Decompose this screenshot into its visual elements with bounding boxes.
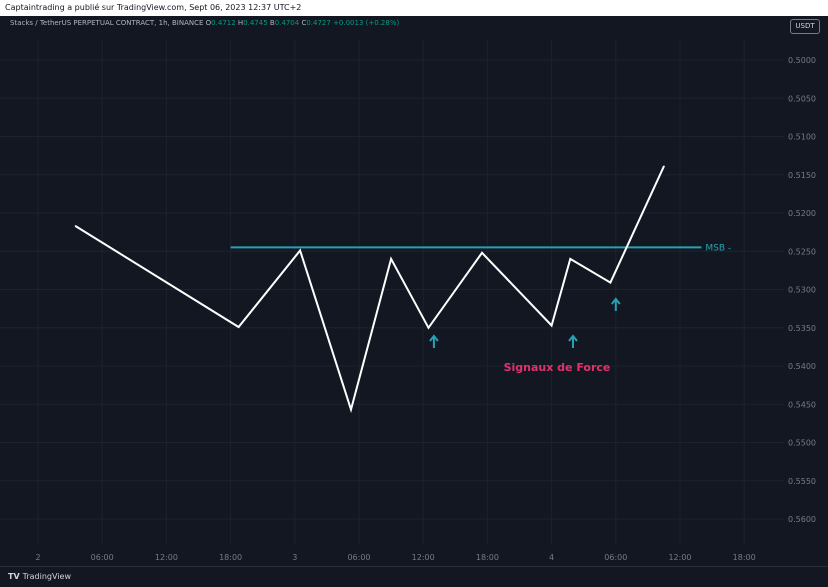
y-tick-label: 0.5400 <box>788 362 816 371</box>
y-tick-label: 0.5150 <box>788 171 816 180</box>
price-point <box>609 281 612 284</box>
up-arrow-icon <box>611 297 621 311</box>
publisher-header: Captaintrading a publié sur TradingView.… <box>0 0 828 16</box>
publisher-text: Captaintrading a publié sur TradingView.… <box>5 3 302 12</box>
y-tick-label: 0.5600 <box>788 515 816 524</box>
up-arrow-icon <box>568 334 578 348</box>
x-tick-label: 18:00 <box>733 553 756 562</box>
price-chart[interactable]: 0.5000 0.5050 0.5100 0.5150 0.5200 0.5250 0.53… <box>0 0 828 566</box>
arrow-head <box>429 334 439 342</box>
axis-layer: 0.5000 0.5050 0.5100 0.5150 0.5200 0.5250 0.53… <box>35 56 816 562</box>
x-tick-label: 06:00 <box>91 553 114 562</box>
x-tick-label: 3 <box>292 553 297 562</box>
close-value: 0.4727 <box>306 19 331 27</box>
open-label: O <box>205 19 212 27</box>
arrow-head <box>611 297 621 305</box>
close-label: C <box>301 19 307 27</box>
price-point <box>663 165 665 168</box>
tradingview-logo[interactable]: 𝗧𝗩 TradingView <box>8 572 71 581</box>
y-tick-label: 0.5100 <box>788 133 816 142</box>
x-tick-label: 18:00 <box>219 553 242 562</box>
y-tick-label: 0.5050 <box>788 94 816 103</box>
symbol-info: Stacks / TetherUS PERPETUAL CONTRACT, 1h… <box>10 19 399 27</box>
x-tick-label: 2 <box>35 553 40 562</box>
price-point <box>481 251 483 254</box>
price-point <box>237 326 240 328</box>
x-tick-label: 4 <box>549 553 554 562</box>
currency-badge[interactable]: USDT <box>790 19 820 34</box>
annotation-label: Signaux de Force <box>504 361 611 374</box>
price-point <box>569 258 572 260</box>
low-value: 0.4704 <box>274 19 300 27</box>
x-tick-label: 18:00 <box>476 553 499 562</box>
price-point <box>350 408 352 411</box>
arrow-head <box>568 334 578 342</box>
x-tick-label: 06:00 <box>604 553 627 562</box>
y-tick-label: 0.5200 <box>788 209 816 218</box>
price-point <box>74 225 77 227</box>
brand-label: TradingView <box>22 572 71 581</box>
x-tick-label: 12:00 <box>668 553 691 562</box>
series-layer <box>74 165 665 414</box>
high-value: 0.4745 <box>243 19 268 27</box>
y-tick-label: 0.5250 <box>788 247 816 256</box>
low-label: B <box>269 19 275 27</box>
y-tick-label: 0.5500 <box>788 439 816 448</box>
price-point <box>550 324 553 327</box>
msb-layer: MSB - <box>230 243 731 253</box>
x-tick-label: 12:00 <box>412 553 435 562</box>
up-arrow-icon <box>429 334 439 348</box>
y-tick-label: 0.5550 <box>788 477 816 486</box>
grid-layer <box>0 40 784 545</box>
x-tick-label: 12:00 <box>155 553 178 562</box>
y-tick-label: 0.5450 <box>788 400 816 409</box>
footer-bar: 𝗧𝗩 TradingView <box>0 566 828 587</box>
high-label: H <box>237 19 244 27</box>
marker-layer: Signaux de Force <box>429 297 621 374</box>
msb-label: MSB - <box>705 243 731 253</box>
change-value: +0.0013 (+0.28%) <box>333 19 400 27</box>
y-tick-label: 0.5350 <box>788 324 816 333</box>
price-point <box>390 258 392 260</box>
y-tick-label: 0.5300 <box>788 286 816 295</box>
y-tick-label: 0.5000 <box>788 56 816 65</box>
tradingview-logo-icon: 𝗧𝗩 <box>8 572 20 581</box>
open-value: 0.4712 <box>211 19 236 27</box>
price-point <box>299 249 301 252</box>
symbol-name: Stacks / TetherUS PERPETUAL CONTRACT, 1h… <box>10 19 204 27</box>
price-point <box>427 326 430 329</box>
x-tick-label: 06:00 <box>347 553 370 562</box>
